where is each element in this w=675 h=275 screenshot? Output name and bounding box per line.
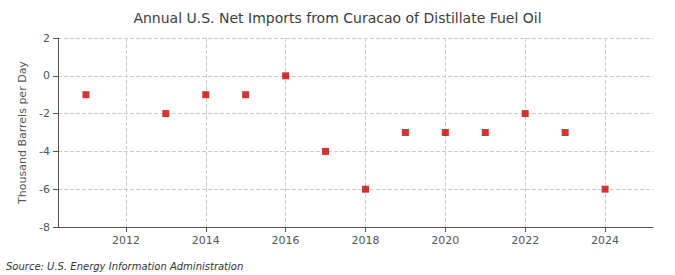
svg-text:0: 0	[43, 69, 50, 82]
svg-text:-8: -8	[39, 221, 50, 234]
svg-text:-2: -2	[39, 107, 50, 120]
svg-text:2: 2	[43, 32, 50, 45]
svg-text:2016: 2016	[272, 234, 300, 247]
svg-text:2012: 2012	[112, 234, 140, 247]
svg-text:2024: 2024	[591, 234, 619, 247]
svg-text:Annual U.S. Net Imports from C: Annual U.S. Net Imports from Curacao of …	[133, 10, 541, 26]
svg-text:-6: -6	[39, 183, 50, 196]
svg-text:2020: 2020	[431, 234, 459, 247]
svg-text:-4: -4	[39, 145, 50, 158]
svg-text:2018: 2018	[351, 234, 379, 247]
svg-text:2022: 2022	[511, 234, 539, 247]
svg-text:Thousand Barrels per Day: Thousand Barrels per Day	[16, 61, 29, 205]
svg-text:Source: U.S. Energy Informatio: Source: U.S. Energy Information Administ…	[6, 261, 243, 272]
svg-text:2014: 2014	[192, 234, 220, 247]
